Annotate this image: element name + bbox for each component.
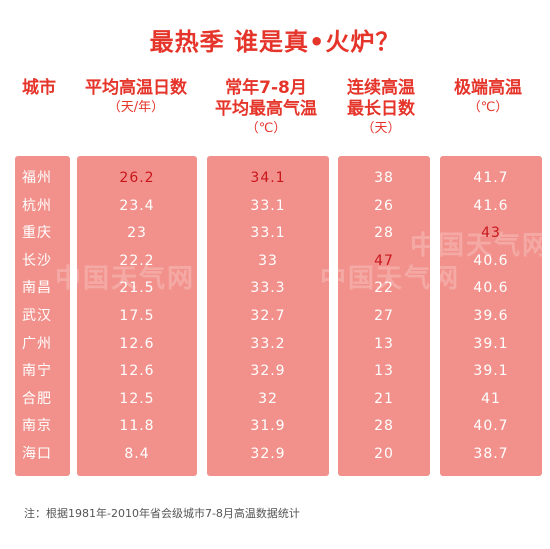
cell-avg-hot-days: 12.6 xyxy=(119,363,155,380)
watermark-2: 中国天气网 xyxy=(320,264,461,294)
cell-longest-streak: 28 xyxy=(374,418,394,435)
cell-avg-max-temp: 33.2 xyxy=(250,335,286,352)
header-extreme-temp-unit: （℃） xyxy=(467,100,509,115)
cell-city: 海口 xyxy=(22,446,52,462)
cell-extreme-temp: 40.7 xyxy=(473,418,509,435)
cell-avg-max-temp: 32.9 xyxy=(250,446,286,462)
cell-avg-max-temp: 32.7 xyxy=(250,308,286,324)
header-avg-hot-days-label: 平均高温日数 xyxy=(85,78,187,98)
cell-city: 南京 xyxy=(22,418,52,435)
cell-extreme-temp: 39.6 xyxy=(473,308,509,324)
header-avg-max-temp: 常年7-8月 平均最高气温 （℃） xyxy=(204,78,328,138)
header-longest-streak-unit: （天） xyxy=(361,121,401,136)
cell-longest-streak: 28 xyxy=(374,225,394,242)
watermark-3: 中国天气网 xyxy=(410,231,550,261)
header-avg-hot-days: 平均高温日数 （天/年） xyxy=(72,78,200,117)
cell-avg-max-temp: 33.1 xyxy=(250,225,286,242)
cell-city: 福州 xyxy=(22,170,52,186)
header-city: 城市 xyxy=(14,78,64,99)
cell-longest-streak: 26 xyxy=(374,197,394,214)
cell-longest-streak: 47 xyxy=(374,252,394,269)
cell-extreme-temp: 41.7 xyxy=(473,170,509,186)
cell-longest-streak: 13 xyxy=(374,363,394,380)
watermark-1: 中国天气网 xyxy=(55,264,196,294)
cell-extreme-temp: 41.6 xyxy=(473,197,509,214)
cell-city: 重庆 xyxy=(22,225,52,242)
cell-avg-hot-days: 23.4 xyxy=(119,197,155,214)
cell-avg-max-temp: 31.9 xyxy=(250,418,286,435)
cell-longest-streak: 20 xyxy=(374,446,394,462)
cell-avg-hot-days: 17.5 xyxy=(119,308,155,324)
page-title: 最热季 谁是真•火炉？ xyxy=(149,28,401,56)
cell-avg-hot-days: 21.5 xyxy=(119,280,155,297)
cell-avg-hot-days: 23 xyxy=(127,225,147,242)
cell-avg-max-temp: 33.3 xyxy=(250,280,286,297)
header-avg-hot-days-unit: （天/年） xyxy=(107,100,165,115)
header-longest-streak: 连续高温 最长日数 （天） xyxy=(334,78,428,138)
cell-longest-streak: 21 xyxy=(374,390,394,407)
cell-city: 长沙 xyxy=(22,252,52,269)
cell-extreme-temp: 43 xyxy=(481,225,501,242)
cell-avg-hot-days: 8.4 xyxy=(124,446,150,462)
cell-extreme-temp: 40.6 xyxy=(473,280,509,297)
cell-avg-hot-days: 22.2 xyxy=(119,252,155,269)
cell-city: 南昌 xyxy=(22,280,52,297)
cell-avg-max-temp: 34.1 xyxy=(250,170,286,186)
cell-longest-streak: 27 xyxy=(374,308,394,324)
cell-avg-hot-days: 12.5 xyxy=(119,390,155,407)
header-extreme-temp: 极端高温 （℃） xyxy=(436,78,540,117)
cell-longest-streak: 22 xyxy=(374,280,394,297)
header-longest-streak-label: 连续高温 最长日数 xyxy=(347,78,415,119)
cell-extreme-temp: 39.1 xyxy=(473,335,509,352)
cell-city: 合肥 xyxy=(22,390,52,407)
cell-extreme-temp: 41 xyxy=(481,390,501,407)
cell-avg-hot-days: 11.8 xyxy=(119,418,155,435)
footnote: 注：根据1981年-2010年省会级城市7-8月高温数据统计 xyxy=(24,507,300,520)
cell-avg-max-temp: 32 xyxy=(258,390,278,407)
cell-avg-max-temp: 32.9 xyxy=(250,363,286,380)
cell-avg-max-temp: 33 xyxy=(258,252,278,269)
cell-city: 武汉 xyxy=(22,308,52,324)
header-extreme-temp-label: 极端高温 xyxy=(454,78,522,98)
column-bg-avg-max-temp xyxy=(207,156,329,476)
cell-longest-streak: 13 xyxy=(374,335,394,352)
cell-longest-streak: 38 xyxy=(374,170,394,186)
cell-avg-hot-days: 12.6 xyxy=(119,335,155,352)
header-city-label: 城市 xyxy=(22,78,56,98)
cell-avg-hot-days: 26.2 xyxy=(119,170,155,186)
column-bg-longest-streak xyxy=(338,156,430,476)
cell-extreme-temp: 40.6 xyxy=(473,252,509,269)
cell-extreme-temp: 39.1 xyxy=(473,363,509,380)
header-avg-max-temp-label: 常年7-8月 平均最高气温 xyxy=(215,78,317,119)
cell-city: 南宁 xyxy=(22,363,52,380)
cell-city: 杭州 xyxy=(22,197,52,214)
column-bg-avg-hot-days xyxy=(77,156,197,476)
column-bg-extreme-temp xyxy=(440,156,542,476)
cell-avg-max-temp: 33.1 xyxy=(250,197,286,214)
header-avg-max-temp-unit: （℃） xyxy=(245,121,287,136)
cell-city: 广州 xyxy=(22,335,52,352)
column-bg-city xyxy=(15,156,70,476)
cell-extreme-temp: 38.7 xyxy=(473,446,509,462)
